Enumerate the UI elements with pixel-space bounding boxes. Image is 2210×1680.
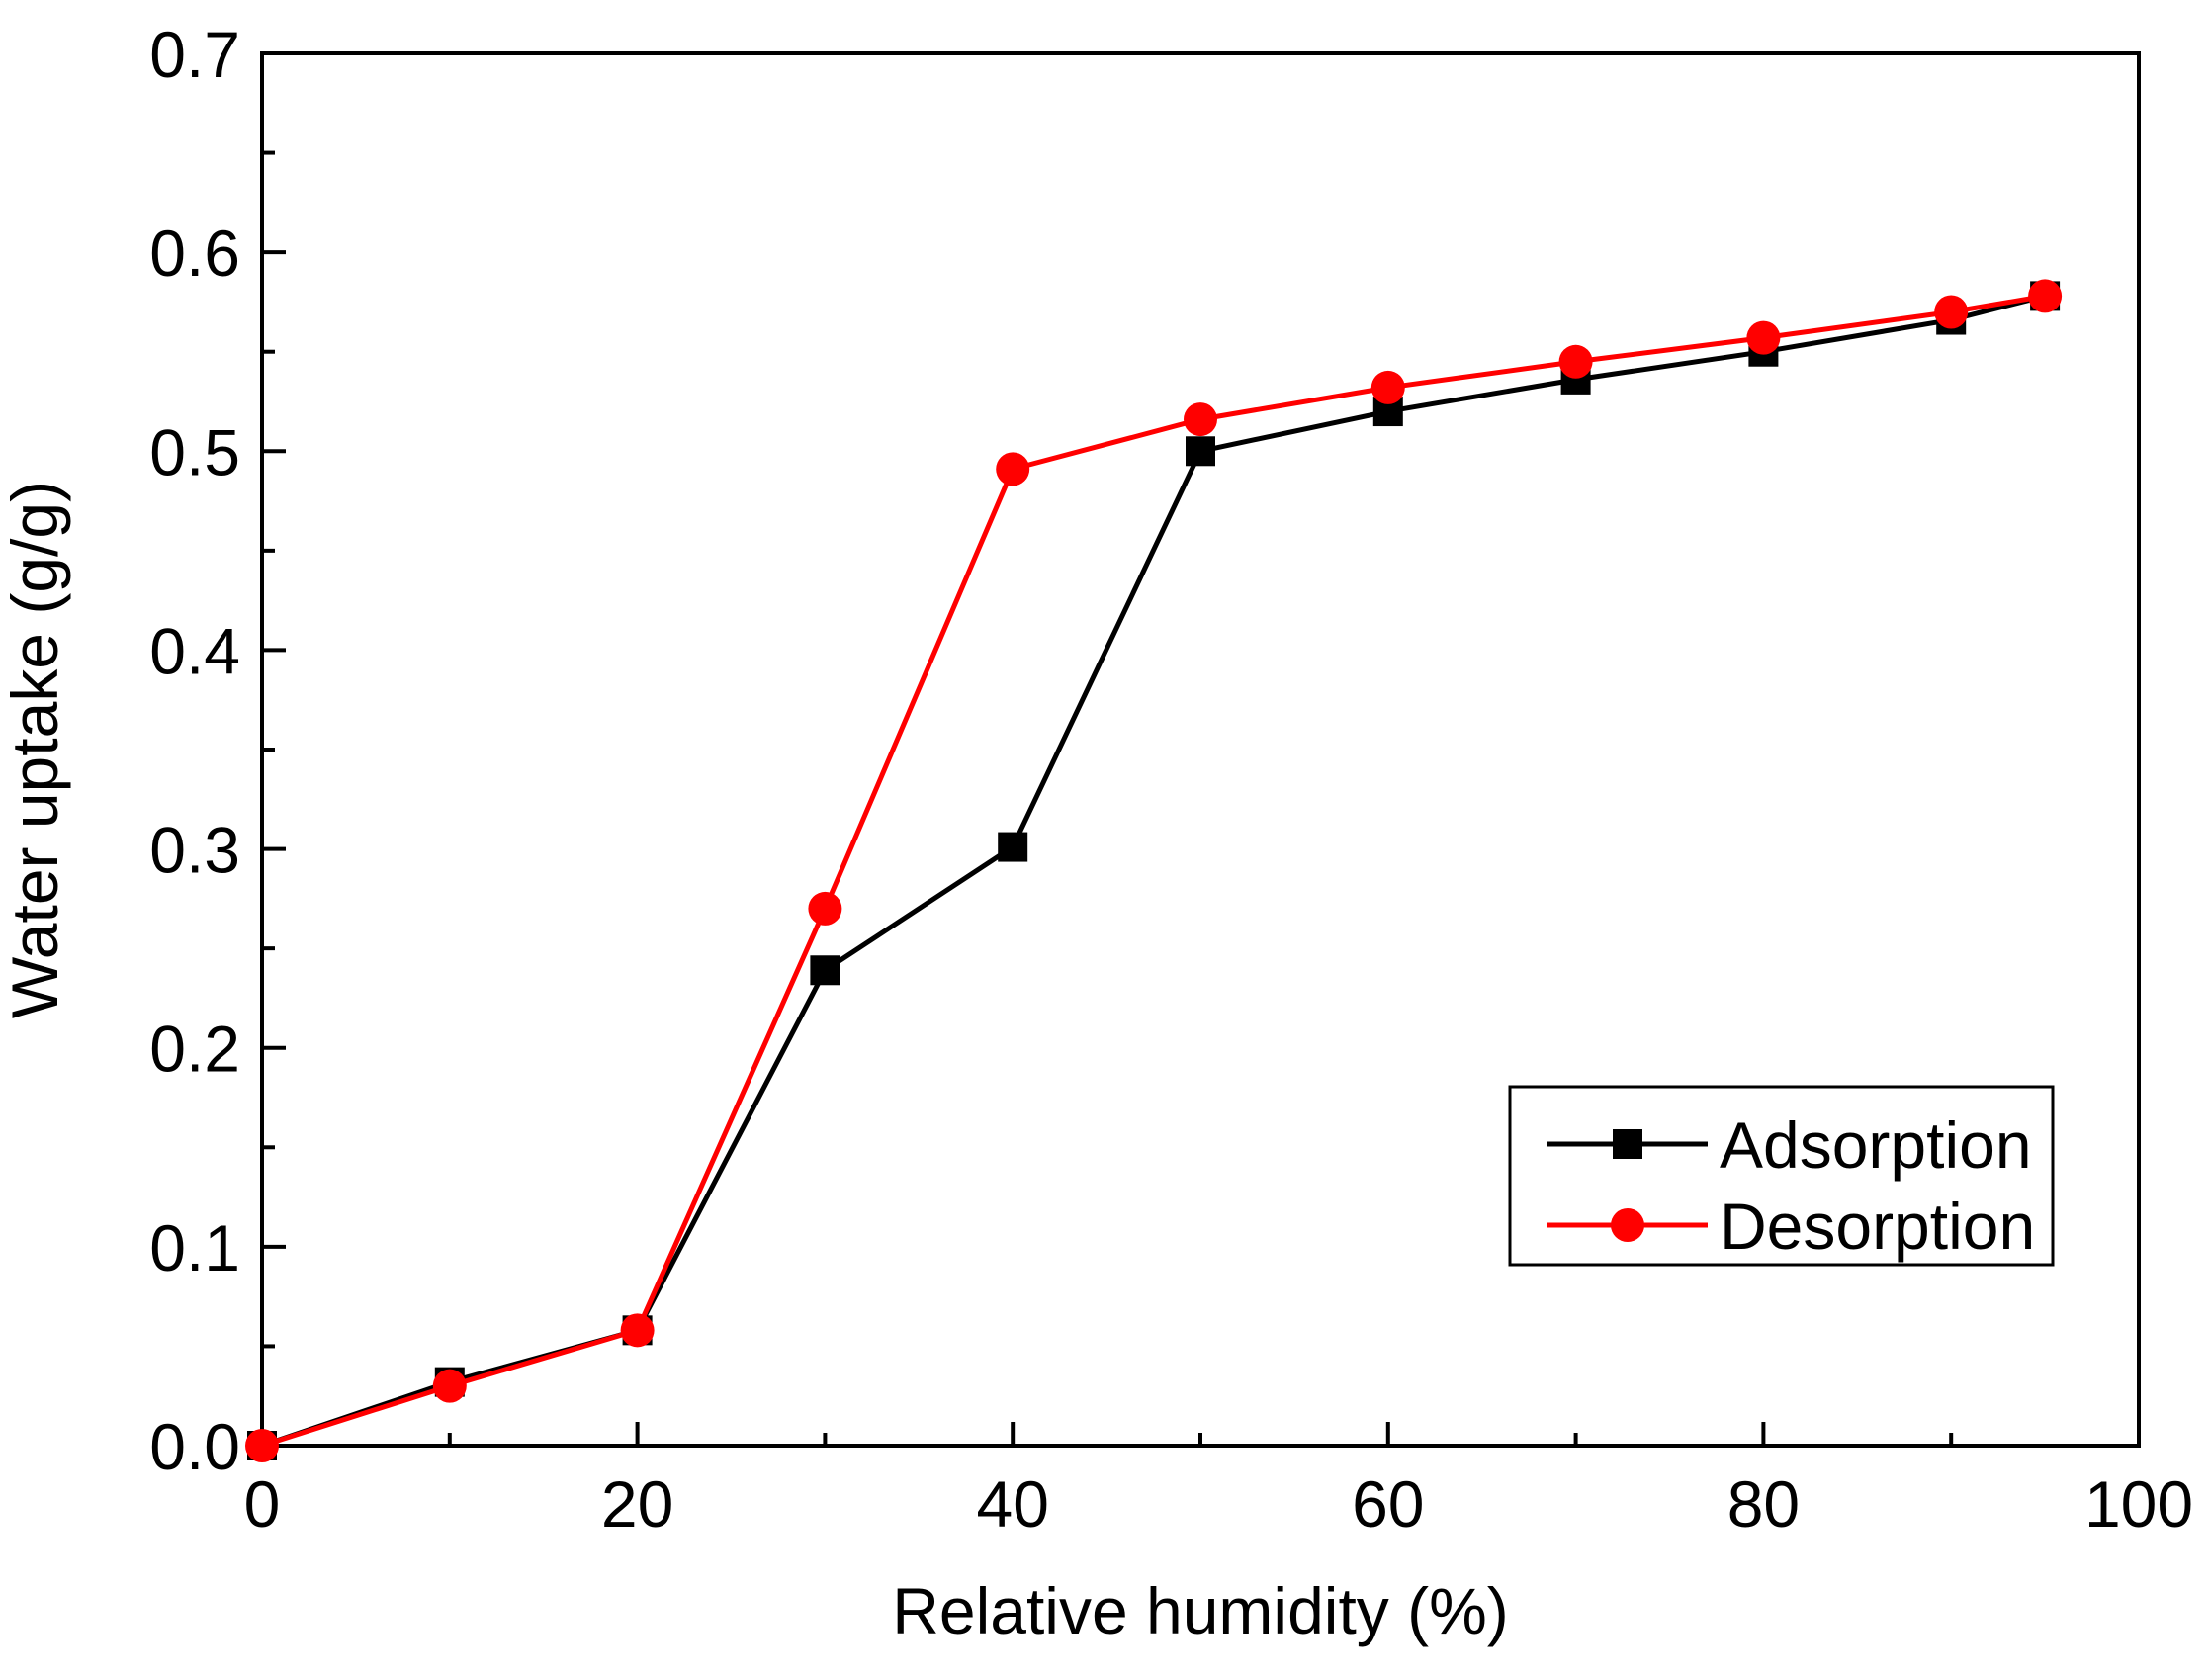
data-point-desorption	[245, 1429, 279, 1462]
y-tick-label: 0.2	[149, 1013, 240, 1086]
x-tick-label: 20	[601, 1467, 673, 1541]
x-tick-label: 0	[244, 1467, 281, 1541]
series-line-desorption	[261, 293, 2046, 1449]
y-tick-label: 0.3	[149, 814, 240, 887]
y-tick-label: 0.6	[149, 217, 240, 290]
y-tick-label: 0.5	[149, 415, 240, 488]
data-point-desorption	[808, 891, 842, 926]
data-point-desorption	[1558, 344, 1593, 379]
y-axis-title: Water uptake (g/g)	[0, 481, 71, 1018]
y-tick-label: 0.0	[149, 1410, 240, 1483]
y-tick-label: 0.4	[149, 614, 240, 687]
data-point-desorption	[2028, 279, 2063, 313]
y-tick-label: 0.7	[149, 18, 240, 91]
y-tick-label: 0.1	[149, 1211, 240, 1284]
legend-marker-adsorption	[1613, 1129, 1642, 1159]
data-point-desorption	[620, 1313, 655, 1348]
series-line-adsorption	[261, 293, 2046, 1449]
legend-label-desorption: Desorption	[1720, 1190, 2035, 1263]
data-point-desorption	[996, 452, 1030, 486]
x-tick-label: 40	[976, 1467, 1048, 1541]
series-adsorption	[247, 281, 2061, 1460]
data-point-desorption	[1370, 370, 1405, 404]
data-point-desorption	[1934, 295, 1969, 329]
data-point-desorption	[1746, 320, 1781, 355]
x-tick-label: 100	[2084, 1467, 2193, 1541]
series-desorption	[245, 279, 2063, 1462]
x-tick-label: 80	[1727, 1467, 1800, 1541]
data-point-adsorption	[810, 955, 840, 986]
data-point-desorption	[432, 1369, 467, 1403]
data-point-adsorption	[998, 832, 1028, 862]
x-tick-label: 60	[1352, 1467, 1424, 1541]
legend-marker-desorption	[1611, 1208, 1644, 1242]
legend-label-adsorption: Adsorption	[1720, 1108, 2032, 1182]
series-layer	[245, 279, 2063, 1462]
data-point-adsorption	[1186, 436, 1215, 467]
data-point-desorption	[1184, 402, 1217, 437]
legend-box	[1508, 1085, 2055, 1267]
legend: Adsorption Desorption	[1508, 1085, 2055, 1267]
labels-layer: 0 20 40 60 80 100 0.0 0.1 0.2 0.3 0.4 0.5 0.6 0.7 Rela…	[0, 18, 2193, 1647]
x-axis-title: Relative humidity (%)	[892, 1574, 1509, 1647]
